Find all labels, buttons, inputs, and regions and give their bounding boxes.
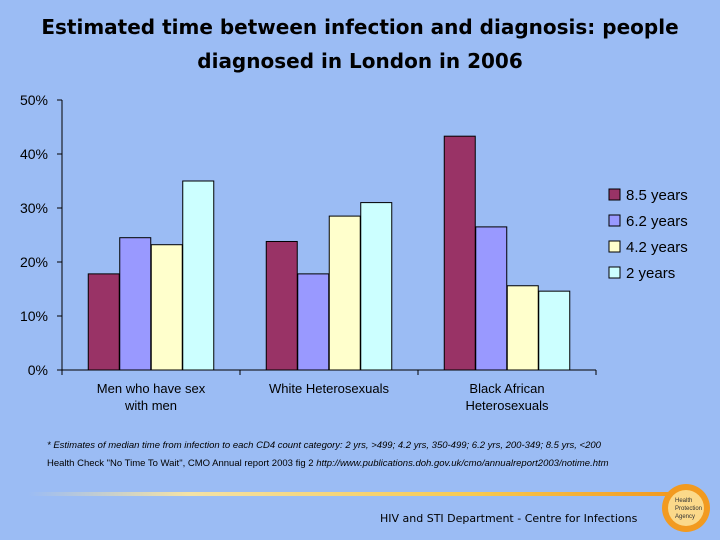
footnote: * Estimates of median time from infectio…: [47, 437, 707, 473]
bar-2-years-cat-2: [360, 202, 393, 371]
bar-4-2-years-cat-1: [150, 244, 183, 371]
logo-line-3: Agency: [675, 514, 695, 520]
y-tick-label: 10%: [20, 308, 48, 324]
legend-label: 2 years: [626, 265, 675, 282]
x-category-label: Men who have sex: [97, 381, 206, 396]
x-category-label: Heterosexuals: [465, 398, 549, 413]
bar-8-5-years-cat-1: [87, 273, 120, 371]
y-tick-label: 30%: [20, 200, 48, 216]
footnote-line-1: * Estimates of median time from infectio…: [47, 440, 601, 451]
legend-label: 6.2 years: [626, 213, 688, 230]
legend-label: 4.2 years: [626, 239, 688, 256]
bar-8-5-years-cat-2: [265, 240, 298, 371]
hpa-logo-icon: Health Protection Agency: [662, 484, 710, 532]
legend-swatch: [608, 240, 621, 253]
x-category-label: White Heterosexuals: [269, 381, 389, 396]
legend-label: 8.5 years: [626, 187, 688, 204]
chart-title: Estimated time between infection and dia…: [0, 10, 720, 78]
legend-swatch: [608, 188, 621, 201]
footer-department: HIV and STI Department - Centre for Infe…: [380, 512, 638, 525]
logo-line-1: Health: [675, 498, 692, 504]
y-tick-label: 50%: [20, 92, 48, 108]
logo-line-2: Protection: [675, 506, 702, 512]
legend-swatch: [608, 266, 621, 279]
bar-6-2-years-cat-1: [119, 237, 152, 371]
bar-6-2-years-cat-3: [475, 226, 508, 371]
footnote-source: Health Check "No Time To Wait", CMO Annu…: [47, 458, 317, 469]
bar-6-2-years-cat-2: [297, 273, 330, 371]
footnote-line-2: Health Check "No Time To Wait", CMO Annu…: [47, 455, 707, 473]
bar-2-years-cat-1: [182, 180, 215, 371]
bar-4-2-years-cat-3: [506, 285, 539, 371]
y-tick-label: 20%: [20, 254, 48, 270]
chart-title-line-1: Estimated time between infection and dia…: [41, 15, 679, 39]
bar-8-5-years-cat-3: [443, 135, 476, 371]
legend-swatch: [608, 214, 621, 227]
bar-2-years-cat-3: [538, 290, 571, 371]
footnote-url: http://www.publications.doh.gov.uk/cmo/a…: [316, 458, 609, 469]
x-category-label: Black African: [469, 381, 544, 396]
bar-4-2-years-cat-2: [328, 215, 361, 371]
y-tick-label: 40%: [20, 146, 48, 162]
footer-divider: [28, 492, 668, 496]
chart-title-line-2: diagnosed in London in 2006: [197, 49, 523, 73]
x-category-label: with men: [124, 398, 177, 413]
y-tick-label: 0%: [28, 362, 48, 378]
